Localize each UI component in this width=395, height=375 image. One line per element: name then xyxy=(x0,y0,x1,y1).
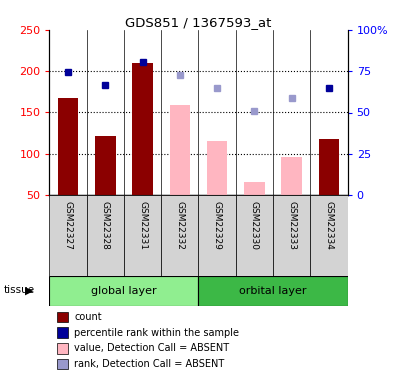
Bar xyxy=(199,195,236,276)
Bar xyxy=(319,139,339,195)
Bar xyxy=(199,276,348,306)
Text: GSM22334: GSM22334 xyxy=(324,201,333,250)
Text: percentile rank within the sample: percentile rank within the sample xyxy=(74,328,239,338)
Text: GSM22333: GSM22333 xyxy=(287,201,296,250)
Text: GSM22327: GSM22327 xyxy=(64,201,73,250)
Bar xyxy=(58,99,78,195)
Bar xyxy=(95,136,116,195)
Text: ▶: ▶ xyxy=(25,285,34,295)
Bar xyxy=(132,63,153,195)
Text: GSM22329: GSM22329 xyxy=(213,201,222,250)
Bar xyxy=(161,195,199,276)
Text: GSM22330: GSM22330 xyxy=(250,201,259,250)
Bar xyxy=(310,195,348,276)
Bar xyxy=(244,182,265,195)
Text: orbital layer: orbital layer xyxy=(239,286,307,296)
Text: rank, Detection Call = ABSENT: rank, Detection Call = ABSENT xyxy=(74,359,224,369)
Text: GSM22331: GSM22331 xyxy=(138,201,147,250)
Bar xyxy=(124,195,161,276)
Bar xyxy=(273,195,310,276)
Text: global layer: global layer xyxy=(91,286,157,296)
Title: GDS851 / 1367593_at: GDS851 / 1367593_at xyxy=(125,16,272,29)
Bar xyxy=(236,195,273,276)
Bar xyxy=(87,195,124,276)
Bar xyxy=(49,195,87,276)
Bar xyxy=(49,276,199,306)
Bar xyxy=(169,105,190,195)
Text: count: count xyxy=(74,312,102,322)
Bar xyxy=(207,141,228,195)
Text: GSM22328: GSM22328 xyxy=(101,201,110,250)
Text: tissue: tissue xyxy=(4,285,35,295)
Text: value, Detection Call = ABSENT: value, Detection Call = ABSENT xyxy=(74,344,229,353)
Text: GSM22332: GSM22332 xyxy=(175,201,184,250)
Bar xyxy=(281,157,302,195)
